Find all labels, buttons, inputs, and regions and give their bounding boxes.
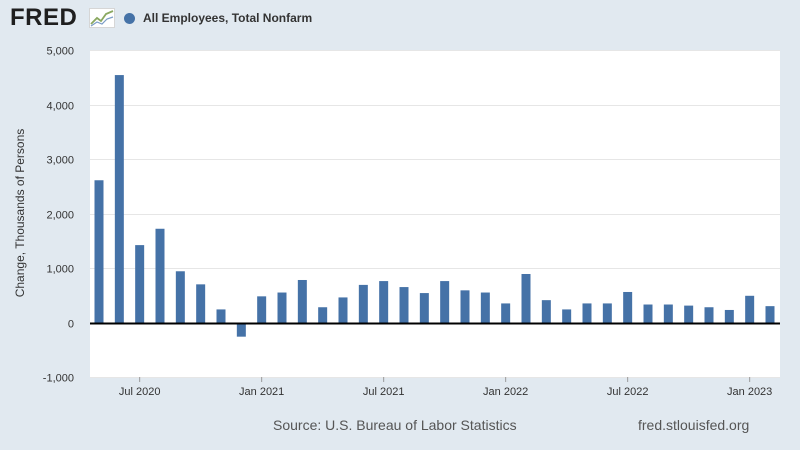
fred-logo-chart-icon — [89, 8, 115, 28]
site-link[interactable]: fred.stlouisfed.org — [638, 417, 750, 433]
data-bar[interactable] — [379, 281, 389, 323]
data-bar[interactable] — [480, 292, 490, 323]
source-text: Source: U.S. Bureau of Labor Statistics — [273, 417, 517, 433]
data-bar[interactable] — [623, 291, 633, 323]
data-bar[interactable] — [521, 273, 531, 323]
fred-logo[interactable]: FRED — [10, 4, 78, 31]
data-bar[interactable] — [338, 297, 348, 323]
y-tick-label: -1,000 — [43, 373, 74, 385]
data-bar[interactable] — [745, 295, 755, 323]
data-bar[interactable] — [684, 305, 694, 323]
x-tick-label: Jul 2022 — [607, 386, 649, 398]
data-bar[interactable] — [196, 284, 206, 323]
y-tick-label: 4,000 — [46, 101, 74, 113]
data-bar[interactable] — [765, 306, 775, 323]
data-bar[interactable] — [419, 293, 429, 323]
data-bar[interactable] — [297, 279, 307, 323]
data-bar[interactable] — [582, 303, 592, 323]
y-tick-label: 5,000 — [46, 46, 74, 58]
data-bar[interactable] — [663, 304, 673, 323]
data-bar[interactable] — [460, 290, 470, 323]
x-tick-label: Jul 2020 — [119, 386, 161, 398]
header: FRED All Employees, Total Nonfarm — [0, 0, 800, 40]
data-bar[interactable] — [114, 75, 124, 323]
y-tick-label: 0 — [68, 319, 74, 331]
data-bar[interactable] — [541, 300, 551, 323]
data-bar[interactable] — [643, 304, 653, 323]
data-bar[interactable] — [155, 228, 165, 323]
data-bar[interactable] — [724, 309, 734, 323]
data-bar[interactable] — [602, 303, 612, 323]
x-tick-label: Jul 2021 — [363, 386, 405, 398]
x-tick-label: Jan 2021 — [239, 386, 284, 398]
data-bar[interactable] — [440, 281, 450, 323]
y-tick-label: 1,000 — [46, 264, 74, 276]
data-bar[interactable] — [399, 287, 409, 323]
x-tick-label: Jan 2022 — [483, 386, 528, 398]
data-bar[interactable] — [318, 307, 328, 323]
legend-series-label[interactable]: All Employees, Total Nonfarm — [143, 11, 313, 25]
data-bar[interactable] — [257, 296, 267, 323]
data-bar[interactable] — [216, 309, 226, 323]
x-tick-label: Jan 2023 — [727, 386, 772, 398]
data-bar[interactable] — [277, 292, 287, 323]
data-bar[interactable] — [501, 303, 511, 323]
legend-series-marker — [124, 13, 135, 24]
y-tick-label: 2,000 — [46, 210, 74, 222]
data-bar[interactable] — [175, 271, 185, 323]
data-bar[interactable] — [236, 322, 246, 337]
data-bar[interactable] — [562, 309, 572, 323]
data-bar[interactable] — [704, 307, 714, 323]
data-bar[interactable] — [358, 284, 368, 323]
data-bar[interactable] — [94, 180, 104, 323]
data-bar[interactable] — [135, 245, 145, 323]
y-tick-label: 3,000 — [46, 155, 74, 167]
